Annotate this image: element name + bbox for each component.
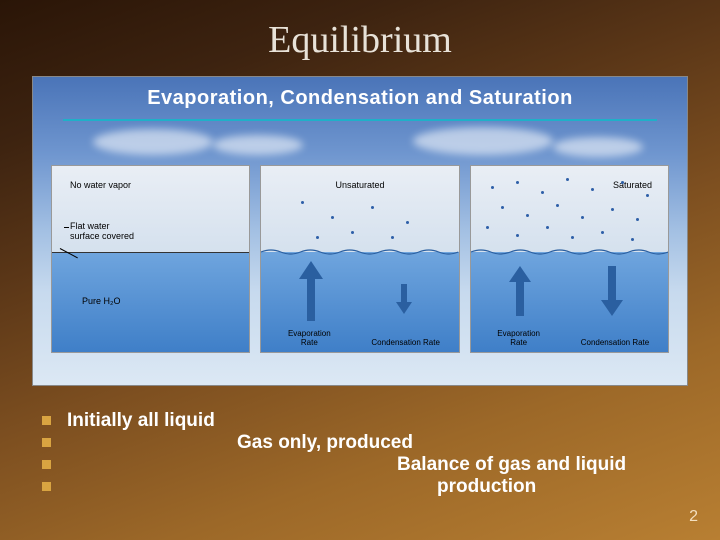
- vapor-dot: [631, 238, 634, 241]
- panel3-top-label: Saturated: [613, 180, 652, 190]
- bullet-row: production: [42, 476, 680, 498]
- slide-title: Equilibrium: [0, 0, 720, 62]
- panel2-air: [261, 166, 458, 252]
- bullet-row: Gas only, produced: [42, 432, 680, 454]
- diagram-container: Evaporation, Condensation and Saturation…: [32, 76, 688, 386]
- panel1-surface: [52, 252, 249, 253]
- bullet-text: Gas only, produced: [237, 432, 413, 454]
- bullet-text: Initially all liquid: [67, 410, 215, 432]
- cond-rate-text: Condensation Rate: [581, 338, 650, 347]
- bullet-icon: [42, 416, 51, 425]
- cond-arrow-icon: [601, 266, 623, 316]
- diagram-underline: [63, 119, 657, 121]
- vapor-dot: [526, 214, 529, 217]
- vapor-dot: [611, 208, 614, 211]
- panel3-cond-label: Condensation Rate: [580, 339, 650, 348]
- vapor-dot: [646, 194, 649, 197]
- vapor-dot: [486, 226, 489, 229]
- panel2-evap-label: Evaporation Rate: [279, 330, 339, 348]
- vapor-dot: [491, 186, 494, 189]
- vapor-dot: [636, 218, 639, 221]
- panel2-cond-label: Condensation Rate: [371, 339, 441, 348]
- vapor-dot: [566, 178, 569, 181]
- panels-row: No water vapor Flat water surface covere…: [51, 165, 669, 353]
- slide-root: Equilibrium Evaporation, Condensation an…: [0, 0, 720, 540]
- vapor-dot: [571, 236, 574, 239]
- panel1-mid2: surface covered: [70, 231, 134, 241]
- cond-arrow-icon: [396, 284, 412, 314]
- pointer1: [64, 227, 69, 228]
- cloud: [553, 137, 643, 157]
- evap-arrow-icon: [509, 266, 531, 316]
- vapor-dot: [621, 181, 624, 184]
- bullet-list: Initially all liquid Gas only, produced …: [42, 410, 680, 498]
- panel-1: No water vapor Flat water surface covere…: [51, 165, 250, 353]
- vapor-dot: [546, 226, 549, 229]
- bullet-row: Initially all liquid: [42, 410, 680, 432]
- vapor-dot: [516, 181, 519, 184]
- bullet-text: Balance of gas and liquid: [397, 454, 626, 476]
- bullet-text: production: [437, 476, 536, 498]
- vapor-dot: [601, 231, 604, 234]
- panel2-wave: [261, 248, 458, 256]
- panel3-air: [471, 166, 668, 252]
- vapor-dot: [516, 234, 519, 237]
- vapor-dot: [541, 191, 544, 194]
- vapor-dot: [581, 216, 584, 219]
- bullet-icon: [42, 460, 51, 469]
- panel1-top-label: No water vapor: [70, 180, 131, 190]
- panel-2: Unsaturated Evaporat: [260, 165, 459, 353]
- diagram-title: Evaporation, Condensation and Saturation: [33, 87, 687, 110]
- vapor-dot: [501, 206, 504, 209]
- evap-rate-text: Evaporation Rate: [288, 329, 331, 347]
- evap-arrow-icon: [299, 261, 323, 321]
- page-number: 2: [689, 508, 698, 526]
- evap-rate-text: Evaporation Rate: [497, 329, 540, 347]
- bullet-icon: [42, 482, 51, 491]
- panel1-bottom-label: Pure H₂O: [82, 296, 121, 306]
- panel-3: Saturated: [470, 165, 669, 353]
- panel3-wave: [471, 248, 668, 256]
- bullet-row: Balance of gas and liquid: [42, 454, 680, 476]
- bullet-icon: [42, 438, 51, 447]
- cloud: [413, 127, 553, 155]
- cond-rate-text: Condensation Rate: [371, 338, 440, 347]
- cloud: [213, 135, 303, 155]
- panel1-mid1: Flat water: [70, 221, 110, 231]
- vapor-dot: [591, 188, 594, 191]
- panel2-top-label: Unsaturated: [261, 180, 458, 190]
- cloud: [93, 129, 213, 155]
- vapor-dot: [556, 204, 559, 207]
- panel3-evap-label: Evaporation Rate: [489, 330, 549, 348]
- panel1-mid-label: Flat water surface covered: [70, 222, 134, 242]
